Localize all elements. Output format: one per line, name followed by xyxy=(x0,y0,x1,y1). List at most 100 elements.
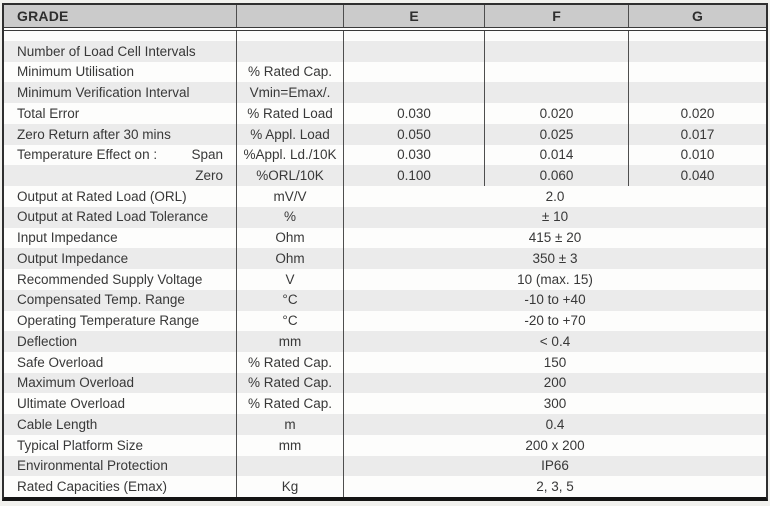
table-header: GRADE E F G xyxy=(4,5,766,28)
table-row: Ultimate Overload % Rated Cap. 300 xyxy=(4,393,766,415)
value-cell-span: 2, 3, 5 xyxy=(343,476,766,498)
value-cell-span: < 0.4 xyxy=(343,331,766,353)
unit-cell: % Rated Cap. xyxy=(236,61,343,83)
value-cell-span: 2.0 xyxy=(343,186,766,207)
unit-cell xyxy=(236,455,343,477)
value-cell-f: 0.020 xyxy=(484,103,628,124)
value-cell-span: 350 ± 3 xyxy=(343,248,766,270)
value-cell-e: 0.030 xyxy=(343,103,484,124)
param-cell: Deflection xyxy=(17,333,78,349)
table-row: Input Impedance Ohm 415 ± 20 xyxy=(4,227,766,249)
value-cell-g: 0.040 xyxy=(628,165,766,187)
unit-cell xyxy=(236,31,343,41)
param-cell: Zero Return after 30 mins xyxy=(17,126,171,142)
value-cell-g xyxy=(628,61,766,83)
value-cell-f xyxy=(484,41,628,62)
unit-cell: % Rated Load xyxy=(236,103,343,124)
value-cell-span: 300 xyxy=(343,393,766,415)
param-cell: Total Error xyxy=(17,105,80,121)
unit-cell: %ORL/10K xyxy=(236,165,343,187)
table-row: Recommended Supply Voltage V 10 (max. 15) xyxy=(4,269,766,290)
table-row: Safe Overload % Rated Cap. 150 xyxy=(4,352,766,373)
param-cell: Output at Rated Load Tolerance xyxy=(17,209,209,225)
param-cell: Minimum Utilisation xyxy=(17,64,135,80)
value-cell-span: -20 to +70 xyxy=(343,310,766,332)
table-row: Output at Rated Load (ORL) mV/V 2.0 xyxy=(4,186,766,207)
param-cell: Typical Platform Size xyxy=(17,437,144,453)
value-cell-span: 0.4 xyxy=(343,414,766,435)
table-row: Rated Capacities (Emax) Kg 2, 3, 5 xyxy=(4,476,766,498)
param-cell: Temperature Effect on : Span xyxy=(4,145,236,166)
param-cell: Operating Temperature Range xyxy=(17,313,200,329)
table-row: Output at Rated Load Tolerance% ± 10 xyxy=(4,206,766,228)
param-cell: Number of Load Cell Intervals xyxy=(17,43,196,59)
header-grade: GRADE xyxy=(17,8,69,24)
value-cell-g: 0.010 xyxy=(628,144,766,166)
param-cell: Rated Capacities (Emax) xyxy=(17,479,168,495)
table-row: Cable Length m 0.4 xyxy=(4,414,766,435)
value-cell-f xyxy=(484,82,628,104)
param-sublabel: Span xyxy=(191,147,223,163)
unit-cell: °C xyxy=(236,289,343,311)
header-units-column xyxy=(236,5,343,27)
table-row: Deflection mm < 0.4 xyxy=(4,331,766,353)
value-cell-g xyxy=(628,41,766,62)
unit-cell: V xyxy=(236,269,343,290)
unit-cell: % Rated Cap. xyxy=(236,393,343,415)
value-cell-f xyxy=(484,31,628,41)
value-cell-span: 10 (max. 15) xyxy=(343,269,766,290)
unit-cell: % Appl. Load xyxy=(236,123,343,145)
unit-cell: m xyxy=(236,414,343,435)
value-cell-f xyxy=(484,61,628,83)
unit-cell: mV/V xyxy=(236,186,343,207)
value-cell-span: 200 xyxy=(343,372,766,394)
value-cell-e: 0.050 xyxy=(343,123,484,145)
param-cell: Compensated Temp. Range xyxy=(17,292,185,308)
unit-cell: Ohm xyxy=(236,227,343,249)
param-sublabel: Zero xyxy=(195,168,223,184)
unit-cell: % Rated Cap. xyxy=(236,372,343,394)
unit-cell: Ohm xyxy=(236,248,343,270)
table-row: Minimum Verification Interval Vmin=Emax/. xyxy=(4,82,766,104)
param-cell: Recommended Supply Voltage xyxy=(17,271,203,287)
header-col-f: F xyxy=(484,5,628,27)
spec-table: GRADE E F G Number of Load Cell Interval… xyxy=(2,3,768,501)
value-cell-span: -10 to +40 xyxy=(343,289,766,311)
param-cell: Input Impedance xyxy=(17,230,118,246)
table-row: Maximum Overload % Rated Cap. 200 xyxy=(4,372,766,394)
unit-cell: mm xyxy=(236,331,343,353)
header-col-g: G xyxy=(628,5,766,27)
unit-cell xyxy=(236,41,343,62)
value-cell-span: 200 x 200 xyxy=(343,434,766,456)
param-cell xyxy=(4,31,236,41)
value-cell-e xyxy=(343,61,484,83)
unit-cell: Kg xyxy=(236,476,343,498)
param-cell: Safe Overload xyxy=(17,354,104,370)
table-row: Operating Temperature Range °C -20 to +70 xyxy=(4,310,766,332)
table-row: Temperature Effect on : Span %Appl. Ld./10… xyxy=(4,144,766,166)
value-cell-f: 0.060 xyxy=(484,165,628,187)
table-body: Number of Load Cell Intervals Minimum Uti… xyxy=(4,31,766,498)
table-row: Minimum Utilisation % Rated Cap. xyxy=(4,61,766,83)
value-cell-f: 0.014 xyxy=(484,144,628,166)
table-row: Compensated Temp. Range °C -10 to +40 xyxy=(4,289,766,311)
table-row: Number of Load Cell Intervals xyxy=(4,41,766,62)
value-cell-g xyxy=(628,31,766,41)
value-cell-g xyxy=(628,82,766,104)
value-cell-e: 0.030 xyxy=(343,144,484,166)
table-row xyxy=(4,31,766,41)
param-cell: Environmental Protection xyxy=(17,458,168,474)
value-cell-e xyxy=(343,31,484,41)
table-row: Zero Return after 30 mins % Appl. Load 0.0… xyxy=(4,123,766,145)
value-cell-span: 150 xyxy=(343,352,766,373)
unit-cell: mm xyxy=(236,434,343,456)
value-cell-g: 0.020 xyxy=(628,103,766,124)
header-divider-gap xyxy=(4,28,766,31)
table-row: Total Error% Rated Load 0.030 0.020 0.020 xyxy=(4,103,766,124)
header-col-e: E xyxy=(343,5,484,27)
table-row: Zero %ORL/10K 0.100 0.060 0.040 xyxy=(4,165,766,187)
param-cell: Maximum Overload xyxy=(17,375,135,391)
param-cell: Ultimate Overload xyxy=(17,396,126,412)
unit-cell: % xyxy=(236,206,343,228)
